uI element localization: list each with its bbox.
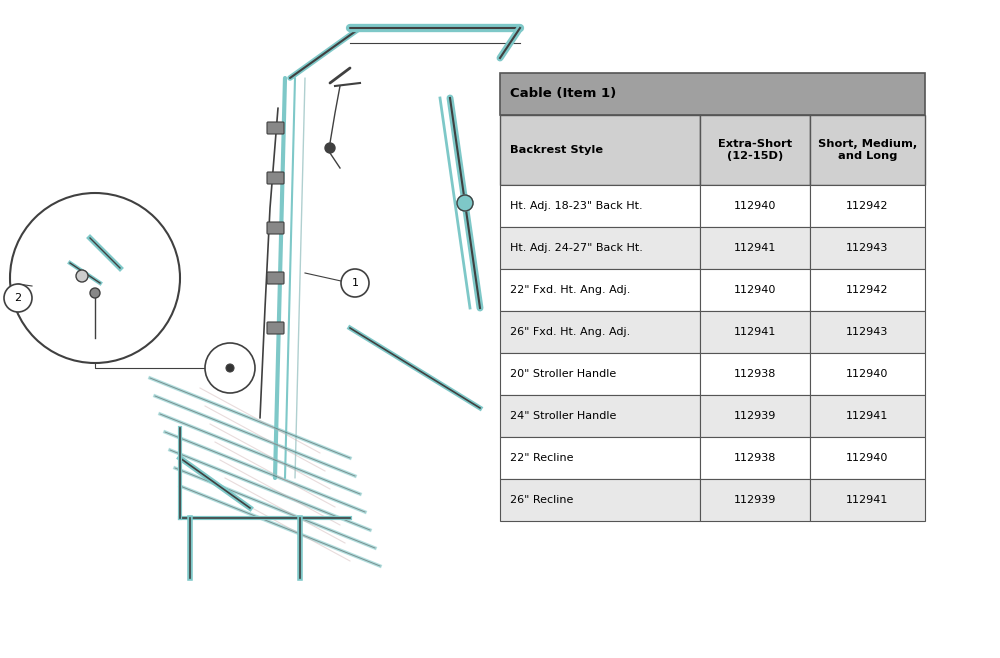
FancyBboxPatch shape xyxy=(810,311,925,353)
FancyBboxPatch shape xyxy=(500,437,700,479)
Circle shape xyxy=(226,364,234,372)
Circle shape xyxy=(341,269,369,297)
FancyBboxPatch shape xyxy=(810,395,925,437)
FancyBboxPatch shape xyxy=(267,172,284,184)
FancyBboxPatch shape xyxy=(700,185,810,227)
FancyBboxPatch shape xyxy=(810,479,925,521)
Text: 112943: 112943 xyxy=(846,327,889,337)
FancyBboxPatch shape xyxy=(500,185,700,227)
Circle shape xyxy=(90,288,100,298)
Circle shape xyxy=(76,270,88,282)
FancyBboxPatch shape xyxy=(500,227,700,269)
FancyBboxPatch shape xyxy=(500,73,925,115)
Text: Short, Medium,
and Long: Short, Medium, and Long xyxy=(818,139,917,161)
Text: 112941: 112941 xyxy=(846,495,889,505)
Text: 112941: 112941 xyxy=(734,327,776,337)
FancyBboxPatch shape xyxy=(810,185,925,227)
FancyBboxPatch shape xyxy=(267,322,284,334)
FancyBboxPatch shape xyxy=(700,115,810,185)
Text: 24" Stroller Handle: 24" Stroller Handle xyxy=(510,411,616,421)
FancyBboxPatch shape xyxy=(700,437,810,479)
FancyBboxPatch shape xyxy=(700,353,810,395)
Text: Backrest Style: Backrest Style xyxy=(510,145,603,155)
Text: 112943: 112943 xyxy=(846,243,889,253)
Circle shape xyxy=(10,193,180,363)
Text: Ht. Adj. 24-27" Back Ht.: Ht. Adj. 24-27" Back Ht. xyxy=(510,243,643,253)
Text: Extra-Short
(12-15D): Extra-Short (12-15D) xyxy=(718,139,792,161)
Text: 22" Recline: 22" Recline xyxy=(510,453,574,463)
FancyBboxPatch shape xyxy=(500,311,700,353)
FancyBboxPatch shape xyxy=(500,269,700,311)
FancyBboxPatch shape xyxy=(267,122,284,134)
Text: 112942: 112942 xyxy=(846,285,889,295)
FancyBboxPatch shape xyxy=(810,353,925,395)
Text: 112940: 112940 xyxy=(846,453,889,463)
FancyBboxPatch shape xyxy=(500,395,700,437)
Text: 112939: 112939 xyxy=(734,411,776,421)
Text: Cable (Item 1): Cable (Item 1) xyxy=(510,88,616,101)
Text: 112940: 112940 xyxy=(734,201,776,211)
Text: 112941: 112941 xyxy=(846,411,889,421)
FancyBboxPatch shape xyxy=(810,115,925,185)
Circle shape xyxy=(205,343,255,393)
Text: 112938: 112938 xyxy=(734,369,776,379)
FancyBboxPatch shape xyxy=(267,222,284,234)
Circle shape xyxy=(4,284,32,312)
FancyBboxPatch shape xyxy=(700,311,810,353)
Circle shape xyxy=(325,143,335,153)
FancyBboxPatch shape xyxy=(700,227,810,269)
Text: 112939: 112939 xyxy=(734,495,776,505)
Text: 26" Fxd. Ht. Ang. Adj.: 26" Fxd. Ht. Ang. Adj. xyxy=(510,327,630,337)
FancyBboxPatch shape xyxy=(810,269,925,311)
Text: 112940: 112940 xyxy=(846,369,889,379)
Text: 1: 1 xyxy=(352,278,358,288)
Text: 22" Fxd. Ht. Ang. Adj.: 22" Fxd. Ht. Ang. Adj. xyxy=(510,285,630,295)
FancyBboxPatch shape xyxy=(810,227,925,269)
FancyBboxPatch shape xyxy=(700,269,810,311)
Text: 112938: 112938 xyxy=(734,453,776,463)
Text: Ht. Adj. 18-23" Back Ht.: Ht. Adj. 18-23" Back Ht. xyxy=(510,201,643,211)
FancyBboxPatch shape xyxy=(267,272,284,284)
Circle shape xyxy=(457,195,473,211)
Text: 20" Stroller Handle: 20" Stroller Handle xyxy=(510,369,616,379)
Text: 112942: 112942 xyxy=(846,201,889,211)
Text: 26" Recline: 26" Recline xyxy=(510,495,573,505)
FancyBboxPatch shape xyxy=(500,115,700,185)
FancyBboxPatch shape xyxy=(700,395,810,437)
FancyBboxPatch shape xyxy=(810,437,925,479)
Text: 2: 2 xyxy=(14,293,22,303)
Text: 112940: 112940 xyxy=(734,285,776,295)
Text: 112941: 112941 xyxy=(734,243,776,253)
FancyBboxPatch shape xyxy=(500,479,700,521)
FancyBboxPatch shape xyxy=(500,353,700,395)
FancyBboxPatch shape xyxy=(700,479,810,521)
